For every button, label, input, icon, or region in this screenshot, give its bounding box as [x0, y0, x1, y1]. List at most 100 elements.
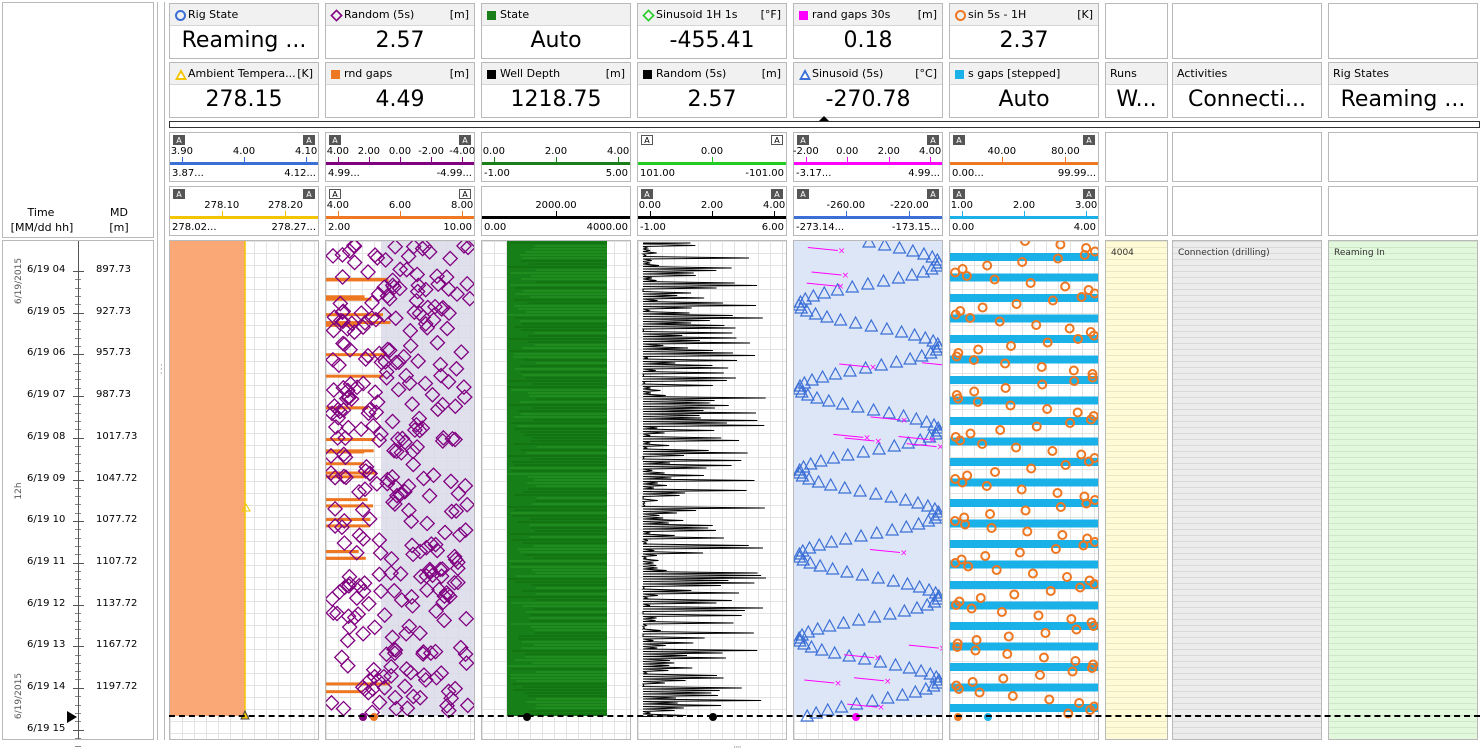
text-track[interactable]: Connection (drilling) [1172, 240, 1322, 740]
value-card[interactable]: rnd gaps [m] 4.49 [325, 62, 475, 118]
scale-header[interactable]: A A 3.90 4.00 4.10 3.87... 4.12... [169, 132, 319, 182]
value-card[interactable]: Sinusoid 1H 1s [°F] -455.41 [637, 3, 787, 59]
autoscale-right-button[interactable]: A [303, 189, 315, 199]
scale-axis-line [638, 162, 786, 165]
autoscale-right-button[interactable]: A [1083, 189, 1095, 199]
scale-header[interactable]: A A -2.00 0.00 2.00 4.00 -3.17... 4.99... [793, 132, 943, 182]
autoscale-right-button[interactable]: A [1083, 135, 1095, 145]
text-track[interactable]: Reaming In [1328, 240, 1478, 740]
header-collapse-bar[interactable] [169, 121, 1480, 128]
current-depth-line [169, 715, 1480, 717]
random-diamond [354, 422, 368, 436]
autoscale-left-button[interactable]: A [797, 135, 809, 145]
grip-dots-icon: · · · [160, 364, 163, 376]
scale-header[interactable]: A A 0.00 2.00 4.00 -1.00 6.00 [637, 186, 787, 236]
stepped-bar [950, 458, 1099, 466]
scale-header[interactable]: 2000.00 0.00 4000.00 [481, 186, 631, 236]
sin-circle [1016, 549, 1024, 557]
card-unit: [°F] [761, 8, 781, 21]
time-tick-label: 6/19 08 [27, 431, 65, 442]
autoscale-right-button[interactable]: A [459, 135, 471, 145]
scale-header[interactable]: A A 0.00 101.00 -101.00 [637, 132, 787, 182]
value-card[interactable]: State Auto [481, 3, 631, 59]
value-card[interactable]: Rig State Reaming ... [169, 3, 319, 59]
scale-header[interactable]: A A 4.00 6.00 8.00 2.00 10.00 [325, 186, 475, 236]
vertical-splitter[interactable]: · · · [157, 2, 165, 740]
card-value: -270.78 [794, 87, 942, 112]
sin-circle [996, 426, 1004, 434]
autoscale-left-button[interactable]: A [797, 189, 809, 199]
sin-circle [1063, 573, 1071, 581]
autoscale-left-button[interactable]: A [329, 189, 341, 199]
autoscale-right-button[interactable]: A [771, 189, 783, 199]
autoscale-left-button[interactable]: A [173, 135, 185, 145]
scale-min: 278.02... [172, 222, 217, 233]
autoscale-left-button[interactable]: A [953, 135, 965, 145]
scale-header[interactable]: 0.00 2.00 4.00 -1.00 5.00 [481, 132, 631, 182]
value-card[interactable]: s gaps [stepped] Auto [949, 62, 1099, 118]
axis-line [78, 241, 79, 739]
triangle-marker-icon [175, 69, 187, 80]
value-card[interactable]: Well Depth [m] 1218.75 [481, 62, 631, 118]
autoscale-right-button[interactable]: A [771, 135, 783, 145]
track-random-black[interactable] [637, 240, 787, 740]
rand-gap-marker: × [937, 443, 943, 453]
autoscale-left-button[interactable]: A [641, 189, 653, 199]
resize-grip-icon[interactable]: ···· [733, 743, 740, 753]
md-tick-label: 1167.72 [96, 639, 137, 650]
card-unit: [m] [450, 67, 469, 80]
scale-tick-label: 3.00 [1075, 200, 1097, 211]
scale-header[interactable]: A A 40.00 80.00 0.00... 99.99... [949, 132, 1099, 182]
track-state[interactable] [481, 240, 631, 740]
scale-tick-label: 0.00 [483, 146, 505, 157]
value-card[interactable]: Rig States Reaming ... [1328, 62, 1478, 118]
scale-header[interactable]: A A -260.00 -220.00 -273.14... -173.15... [793, 186, 943, 236]
autoscale-right-button[interactable]: A [927, 189, 939, 199]
scale-tick-label: 4.00 [327, 146, 349, 157]
scale-header[interactable]: A A 278.10 278.20 278.02... 278.27... [169, 186, 319, 236]
track-plot [950, 241, 1099, 740]
track-sin-5s[interactable] [949, 240, 1099, 740]
scale-axis-line [638, 216, 786, 219]
value-card[interactable]: Activities Connecti... [1172, 62, 1322, 118]
autoscale-left-button[interactable]: A [953, 189, 965, 199]
scale-header[interactable]: A A 4.00 2.00 0.00 -2.00 -4.00 4.99... -4.99... [325, 132, 475, 182]
md-tick-label: 1047.72 [96, 473, 137, 484]
random-diamond [332, 585, 346, 599]
text-track[interactable]: 4004 [1105, 240, 1168, 740]
autoscale-left-button[interactable]: A [329, 135, 341, 145]
card-name: Well Depth [500, 67, 560, 80]
scale-header[interactable]: A A 1.00 2.00 3.00 0.00 4.00 [949, 186, 1099, 236]
value-card[interactable]: Random (5s) [m] 2.57 [637, 62, 787, 118]
sin-circle [1007, 342, 1015, 350]
card-value: Auto [482, 28, 630, 53]
circle-marker-icon [175, 10, 186, 21]
track-random[interactable] [325, 240, 475, 740]
autoscale-left-button[interactable]: A [173, 189, 185, 199]
card-name: Random (5s) [344, 8, 414, 21]
stepped-bar [950, 438, 1099, 446]
rnd-gap-bar [326, 298, 372, 301]
triangle-inner [178, 73, 184, 78]
sin-circle [974, 346, 982, 354]
axis-track[interactable]: 6/19 04 897.73 6/19 05 927.73 6/19 06 957.73 6… [2, 240, 154, 740]
scale-min: -1.00 [484, 168, 510, 179]
current-depth-icon[interactable] [67, 711, 77, 723]
sin-circle [1067, 615, 1075, 623]
value-card[interactable]: sin 5s - 1H [K] 2.37 [949, 3, 1099, 59]
value-card[interactable]: rand gaps 30s [m] 0.18 [793, 3, 943, 59]
empty-card-slot [1172, 3, 1322, 59]
autoscale-left-button[interactable]: A [641, 135, 653, 145]
autoscale-right-button[interactable]: A [459, 189, 471, 199]
md-tick-label: 1107.72 [96, 556, 137, 567]
scale-tick-label: -2.00 [793, 146, 819, 157]
track-ambient-temperature[interactable] [169, 240, 319, 740]
scale-tick-label: 2.00 [878, 146, 900, 157]
value-card[interactable]: Ambient Tempera... [K] 278.15 [169, 62, 319, 118]
value-card[interactable]: Random (5s) [m] 2.57 [325, 3, 475, 59]
value-card[interactable]: Sinusoid (5s) [°C] -270.78 [793, 62, 943, 118]
autoscale-right-button[interactable]: A [927, 135, 939, 145]
autoscale-right-button[interactable]: A [303, 135, 315, 145]
track-sinusoid[interactable]: ×××××××××××××××× [793, 240, 943, 740]
value-card[interactable]: Runs W... [1105, 62, 1168, 118]
